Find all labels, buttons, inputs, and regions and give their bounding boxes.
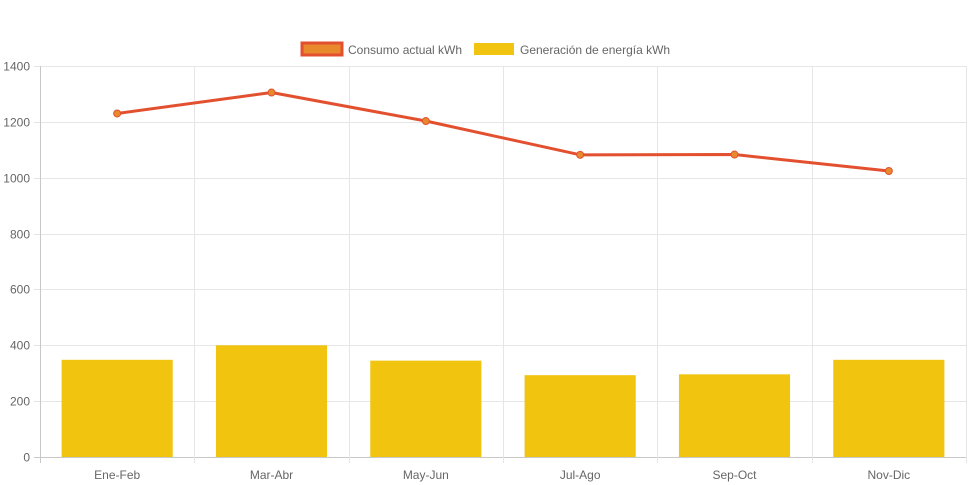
bar-series-generacion — [61, 345, 945, 457]
x-tick-label: Mar-Abr — [250, 468, 293, 482]
y-tick-label: 1000 — [3, 172, 30, 186]
y-tick-label: 600 — [10, 283, 30, 297]
bar[interactable] — [524, 375, 636, 457]
bar[interactable] — [215, 345, 328, 457]
legend-item-generacion[interactable]: Generación de energía kWh — [474, 43, 670, 57]
legend-item-consumo[interactable]: Consumo actual kWh — [300, 41, 462, 57]
y-tick-label: 200 — [10, 395, 30, 409]
x-tick-label: Jul-Ago — [560, 468, 601, 482]
x-tick-label: Nov-Dic — [867, 468, 910, 482]
line-point[interactable] — [730, 150, 739, 159]
grid-lines — [34, 66, 967, 463]
x-tick-label: Ene-Feb — [94, 468, 140, 482]
line-point[interactable] — [267, 88, 276, 97]
x-tick-label: May-Jun — [403, 468, 449, 482]
legend-swatch-consumo — [300, 41, 344, 57]
bar[interactable] — [61, 359, 173, 457]
bar[interactable] — [678, 374, 791, 457]
y-tick-label: 1400 — [3, 60, 30, 74]
y-tick-label: 800 — [10, 228, 30, 242]
line-point[interactable] — [113, 109, 122, 118]
x-tick-label: Sep-Oct — [712, 468, 757, 482]
legend-swatch-generacion — [474, 43, 514, 55]
y-tick-label: 0 — [23, 451, 30, 465]
line-point[interactable] — [421, 117, 430, 126]
axis-ticks: 0 200 400 600 800 1000 1200 1400 Ene-Feb Mar-Abr M… — [3, 60, 910, 483]
line-point[interactable] — [576, 150, 585, 159]
legend-label-generacion: Generación de energía kWh — [520, 43, 670, 57]
legend-label-consumo: Consumo actual kWh — [348, 43, 462, 57]
line-point[interactable] — [884, 167, 893, 176]
y-tick-label: 1200 — [3, 116, 30, 130]
line-series-consumo — [113, 88, 893, 176]
series-line — [116, 91, 889, 173]
legend: Consumo actual kWh Generación de energía… — [300, 41, 670, 57]
bar[interactable] — [370, 360, 482, 457]
bar[interactable] — [833, 359, 945, 457]
y-tick-label: 400 — [10, 339, 30, 353]
